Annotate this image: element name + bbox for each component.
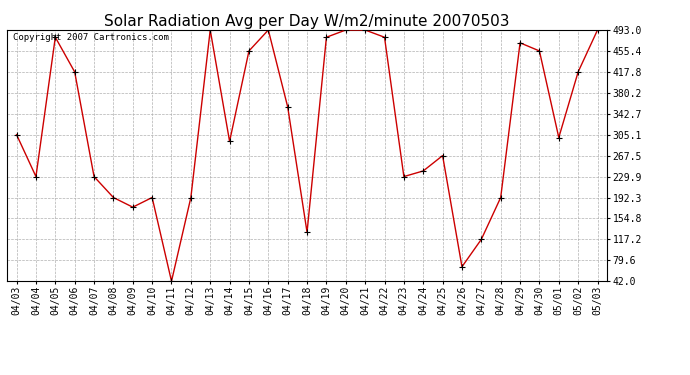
Text: Copyright 2007 Cartronics.com: Copyright 2007 Cartronics.com <box>13 33 169 42</box>
Title: Solar Radiation Avg per Day W/m2/minute 20070503: Solar Radiation Avg per Day W/m2/minute … <box>104 14 510 29</box>
